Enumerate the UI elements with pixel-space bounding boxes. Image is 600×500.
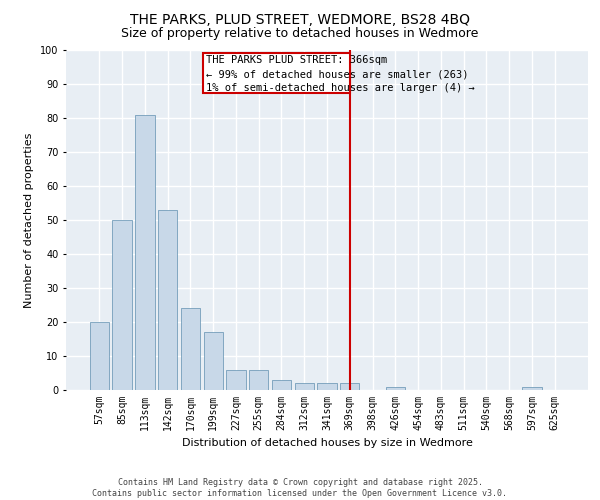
Bar bbox=[90, 322, 109, 390]
Bar bbox=[135, 114, 155, 390]
Text: Contains HM Land Registry data © Crown copyright and database right 2025.
Contai: Contains HM Land Registry data © Crown c… bbox=[92, 478, 508, 498]
Bar bbox=[203, 332, 223, 390]
Text: THE PARKS, PLUD STREET, WEDMORE, BS28 4BQ: THE PARKS, PLUD STREET, WEDMORE, BS28 4B… bbox=[130, 12, 470, 26]
FancyBboxPatch shape bbox=[203, 54, 350, 92]
Y-axis label: Number of detached properties: Number of detached properties bbox=[25, 132, 34, 308]
Bar bbox=[158, 210, 178, 390]
Text: Size of property relative to detached houses in Wedmore: Size of property relative to detached ho… bbox=[121, 28, 479, 40]
Bar bbox=[340, 383, 359, 390]
Bar bbox=[522, 386, 542, 390]
Bar bbox=[272, 380, 291, 390]
Bar bbox=[295, 383, 314, 390]
Bar bbox=[226, 370, 245, 390]
Bar bbox=[112, 220, 132, 390]
Bar bbox=[249, 370, 268, 390]
X-axis label: Distribution of detached houses by size in Wedmore: Distribution of detached houses by size … bbox=[182, 438, 472, 448]
Bar bbox=[317, 383, 337, 390]
Text: THE PARKS PLUD STREET: 366sqm
← 99% of detached houses are smaller (263)
1% of s: THE PARKS PLUD STREET: 366sqm ← 99% of d… bbox=[206, 55, 475, 93]
Bar bbox=[386, 386, 405, 390]
Bar bbox=[181, 308, 200, 390]
